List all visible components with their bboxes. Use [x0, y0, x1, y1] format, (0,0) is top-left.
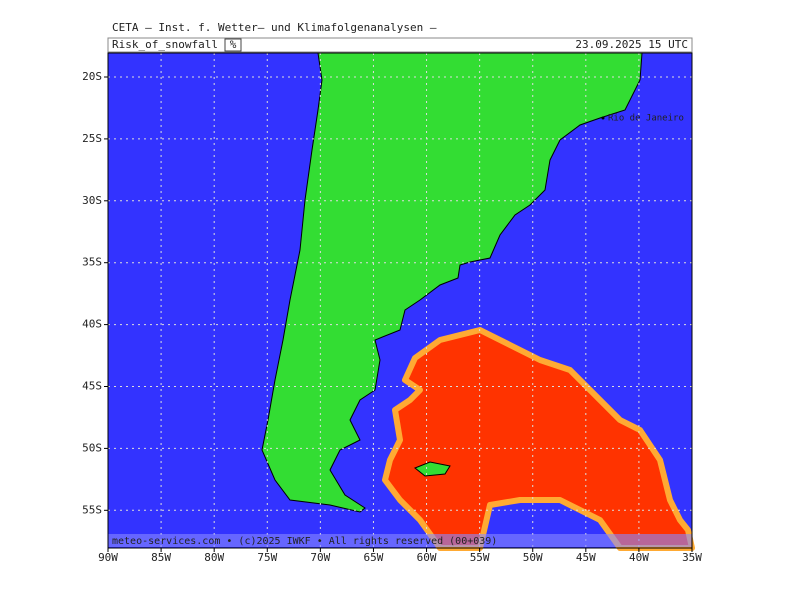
- lat-label: 50S: [82, 441, 102, 454]
- lon-label: 50W: [523, 551, 543, 564]
- lon-label: 45W: [576, 551, 596, 564]
- city-marker: [601, 116, 605, 120]
- lon-label: 60W: [417, 551, 437, 564]
- lat-label: 25S: [82, 132, 102, 145]
- lat-label: 35S: [82, 256, 102, 269]
- graticule: [108, 53, 692, 548]
- map: Rio de Janeiro meteo-services.com • (c)2…: [107, 52, 695, 551]
- unit: %: [230, 38, 237, 51]
- lon-label: 85W: [151, 551, 171, 564]
- lat-label: 20S: [82, 70, 102, 83]
- lon-label: 75W: [257, 551, 277, 564]
- credit: meteo-services.com • (c)2025 IWKF • All …: [112, 536, 497, 547]
- place-label: Rio de Janeiro: [608, 114, 684, 124]
- snowfall-risk-area: [382, 327, 695, 551]
- lon-label: 80W: [204, 551, 224, 564]
- lat-label: 55S: [82, 503, 102, 516]
- lon-label: 90W: [98, 551, 118, 564]
- title: CETA – Inst. f. Wetter– und Klimafolgena…: [112, 21, 437, 34]
- parameter: Risk_of_snowfall: [112, 38, 218, 51]
- lon-label: 40W: [629, 551, 649, 564]
- footer-bar: [108, 534, 692, 547]
- header-bar: [107, 37, 693, 53]
- lon-label: 55W: [470, 551, 490, 564]
- valid-time: 23.09.2025 15 UTC: [575, 38, 688, 51]
- lat-label: 40S: [82, 318, 102, 331]
- land: [261, 52, 643, 513]
- lon-label: 35W: [682, 551, 702, 564]
- lon-label: 65W: [364, 551, 384, 564]
- lat-label: 30S: [82, 194, 102, 207]
- lon-label: 70W: [310, 551, 330, 564]
- unit-box: [224, 38, 242, 52]
- map-frame: [107, 52, 693, 549]
- lat-label: 45S: [82, 380, 102, 393]
- falkland-islands: [414, 461, 451, 477]
